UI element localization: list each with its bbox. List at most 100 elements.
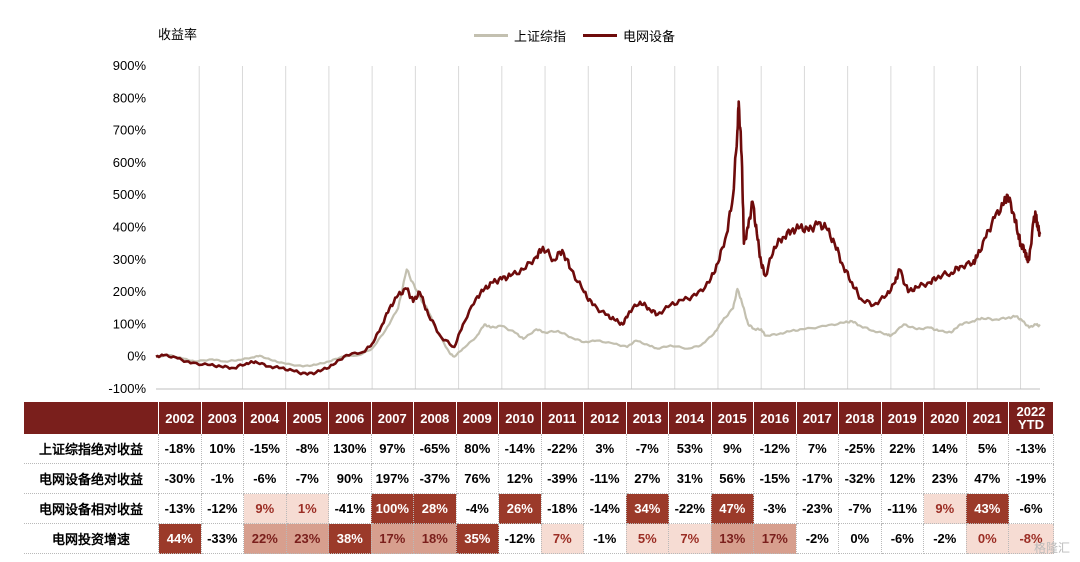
table-cell: -25% bbox=[838, 434, 882, 464]
year-header: 2018 bbox=[838, 402, 882, 434]
table-cell: -33% bbox=[201, 523, 244, 554]
y-tick-label: 600% bbox=[113, 155, 147, 170]
table-cell: -2% bbox=[923, 523, 967, 554]
table-cell: -11% bbox=[583, 463, 627, 494]
year-header: 2021 bbox=[966, 402, 1009, 434]
year-header: 2016 bbox=[753, 402, 797, 434]
table-cell: 5% bbox=[626, 523, 669, 554]
y-tick-label: 800% bbox=[113, 90, 147, 105]
table-row: 上证综指绝对收益 -18% 10% -15% -8% 130% 97% -65% 80% -14%… bbox=[24, 434, 1054, 464]
table-corner-cell bbox=[24, 402, 159, 434]
year-header: 2006 bbox=[328, 402, 372, 434]
table-cell: -1% bbox=[583, 523, 627, 554]
y-tick-label: 900% bbox=[113, 58, 147, 73]
table-cell: 5% bbox=[966, 434, 1009, 464]
table-cell: 76% bbox=[456, 463, 499, 494]
table-cell: 38% bbox=[328, 523, 372, 554]
year-header: 2013 bbox=[626, 402, 669, 434]
legend-item-grid: 电网设备 bbox=[583, 26, 675, 45]
year-header: 2010 bbox=[498, 402, 542, 434]
table-cell: -39% bbox=[541, 463, 584, 494]
table-cell: 17% bbox=[371, 523, 414, 554]
series-line-grid-equipment bbox=[155, 100, 1042, 376]
table-cell: 100% bbox=[371, 493, 414, 524]
table-cell: 18% bbox=[413, 523, 457, 554]
table-cell: -7% bbox=[286, 463, 329, 494]
table-cell: -6% bbox=[243, 463, 287, 494]
legend-swatch-sse bbox=[474, 34, 508, 37]
legend-label-grid: 电网设备 bbox=[623, 29, 676, 44]
year-header: 2002 bbox=[158, 402, 202, 434]
table-cell: 44% bbox=[158, 523, 202, 554]
table-cell: 10% bbox=[201, 434, 244, 464]
table-header-row: 2002 2003 2004 2005 2006 2007 2008 2009 2010 2011… bbox=[24, 402, 1054, 434]
year-header: 2012 bbox=[583, 402, 627, 434]
table-cell: 35% bbox=[456, 523, 499, 554]
table-cell: 0% bbox=[966, 523, 1009, 554]
table-cell: 23% bbox=[923, 463, 967, 494]
table-cell: 17% bbox=[753, 523, 797, 554]
year-header: 2005 bbox=[286, 402, 329, 434]
y-axis-title: 收益率 bbox=[158, 27, 198, 42]
y-tick-label: 300% bbox=[113, 252, 147, 267]
series-line-sse bbox=[155, 268, 1041, 368]
table-cell: 22% bbox=[881, 434, 924, 464]
table-cell: 7% bbox=[541, 523, 584, 554]
year-header: 2007 bbox=[371, 402, 414, 434]
table-cell: -13% bbox=[158, 493, 202, 524]
table-cell: -8% bbox=[286, 434, 329, 464]
table-cell: -7% bbox=[838, 493, 882, 524]
table-cell: 12% bbox=[498, 463, 542, 494]
table-cell: 47% bbox=[966, 463, 1009, 494]
watermark-text: 格隆汇 bbox=[1033, 541, 1070, 555]
table-cell: -2% bbox=[796, 523, 839, 554]
table-cell: -17% bbox=[796, 463, 839, 494]
row-label: 电网设备绝对收益 bbox=[24, 463, 159, 494]
table-cell: -6% bbox=[1008, 493, 1054, 524]
table-cell: 9% bbox=[711, 434, 754, 464]
table-cell: -19% bbox=[1008, 463, 1054, 494]
y-tick-label: -100% bbox=[108, 381, 146, 396]
table-cell: 28% bbox=[413, 493, 457, 524]
table-cell: -12% bbox=[753, 434, 797, 464]
table-cell: -37% bbox=[413, 463, 457, 494]
table-cell: 14% bbox=[923, 434, 967, 464]
table-cell: -4% bbox=[456, 493, 499, 524]
year-header: 2003 bbox=[201, 402, 244, 434]
table-cell: -22% bbox=[541, 434, 584, 464]
table-cell: 34% bbox=[626, 493, 669, 524]
table-cell: -11% bbox=[881, 493, 924, 524]
year-header: 2017 bbox=[796, 402, 839, 434]
table-cell: -32% bbox=[838, 463, 882, 494]
table-cell: 22% bbox=[243, 523, 287, 554]
table-cell: -23% bbox=[796, 493, 839, 524]
year-header: 2014 bbox=[668, 402, 712, 434]
table-cell: 97% bbox=[371, 434, 414, 464]
table-cell: 43% bbox=[966, 493, 1009, 524]
year-header: 2015 bbox=[711, 402, 754, 434]
table-cell: 130% bbox=[328, 434, 372, 464]
y-tick-label: 700% bbox=[113, 123, 147, 138]
table-cell: 7% bbox=[796, 434, 839, 464]
y-tick-label: 0% bbox=[127, 349, 146, 364]
table-cell: 80% bbox=[456, 434, 499, 464]
table-cell: -1% bbox=[201, 463, 244, 494]
table-cell: -30% bbox=[158, 463, 202, 494]
table-cell: -22% bbox=[668, 493, 712, 524]
year-header: 2011 bbox=[541, 402, 584, 434]
table-row: 电网设备绝对收益 -30% -1% -6% -7% 90% 197% -37% 76% 12% -3… bbox=[24, 463, 1054, 494]
legend-label-sse: 上证综指 bbox=[514, 29, 567, 44]
table-cell: 53% bbox=[668, 434, 712, 464]
y-tick-label: 500% bbox=[113, 187, 147, 202]
table-cell: -6% bbox=[881, 523, 924, 554]
table-cell: -7% bbox=[626, 434, 669, 464]
year-header: 2009 bbox=[456, 402, 499, 434]
table-cell: 1% bbox=[286, 493, 329, 524]
table-cell: -12% bbox=[498, 523, 542, 554]
table-row: 电网设备相对收益 -13% -12% 9% 1% -41% 100% 28% -4% 26% -18… bbox=[24, 493, 1054, 524]
y-tick-label: 100% bbox=[113, 316, 147, 331]
table-cell: 27% bbox=[626, 463, 669, 494]
y-tick-label: 200% bbox=[113, 284, 147, 299]
row-label: 电网设备相对收益 bbox=[24, 493, 159, 524]
table-cell: 31% bbox=[668, 463, 712, 494]
